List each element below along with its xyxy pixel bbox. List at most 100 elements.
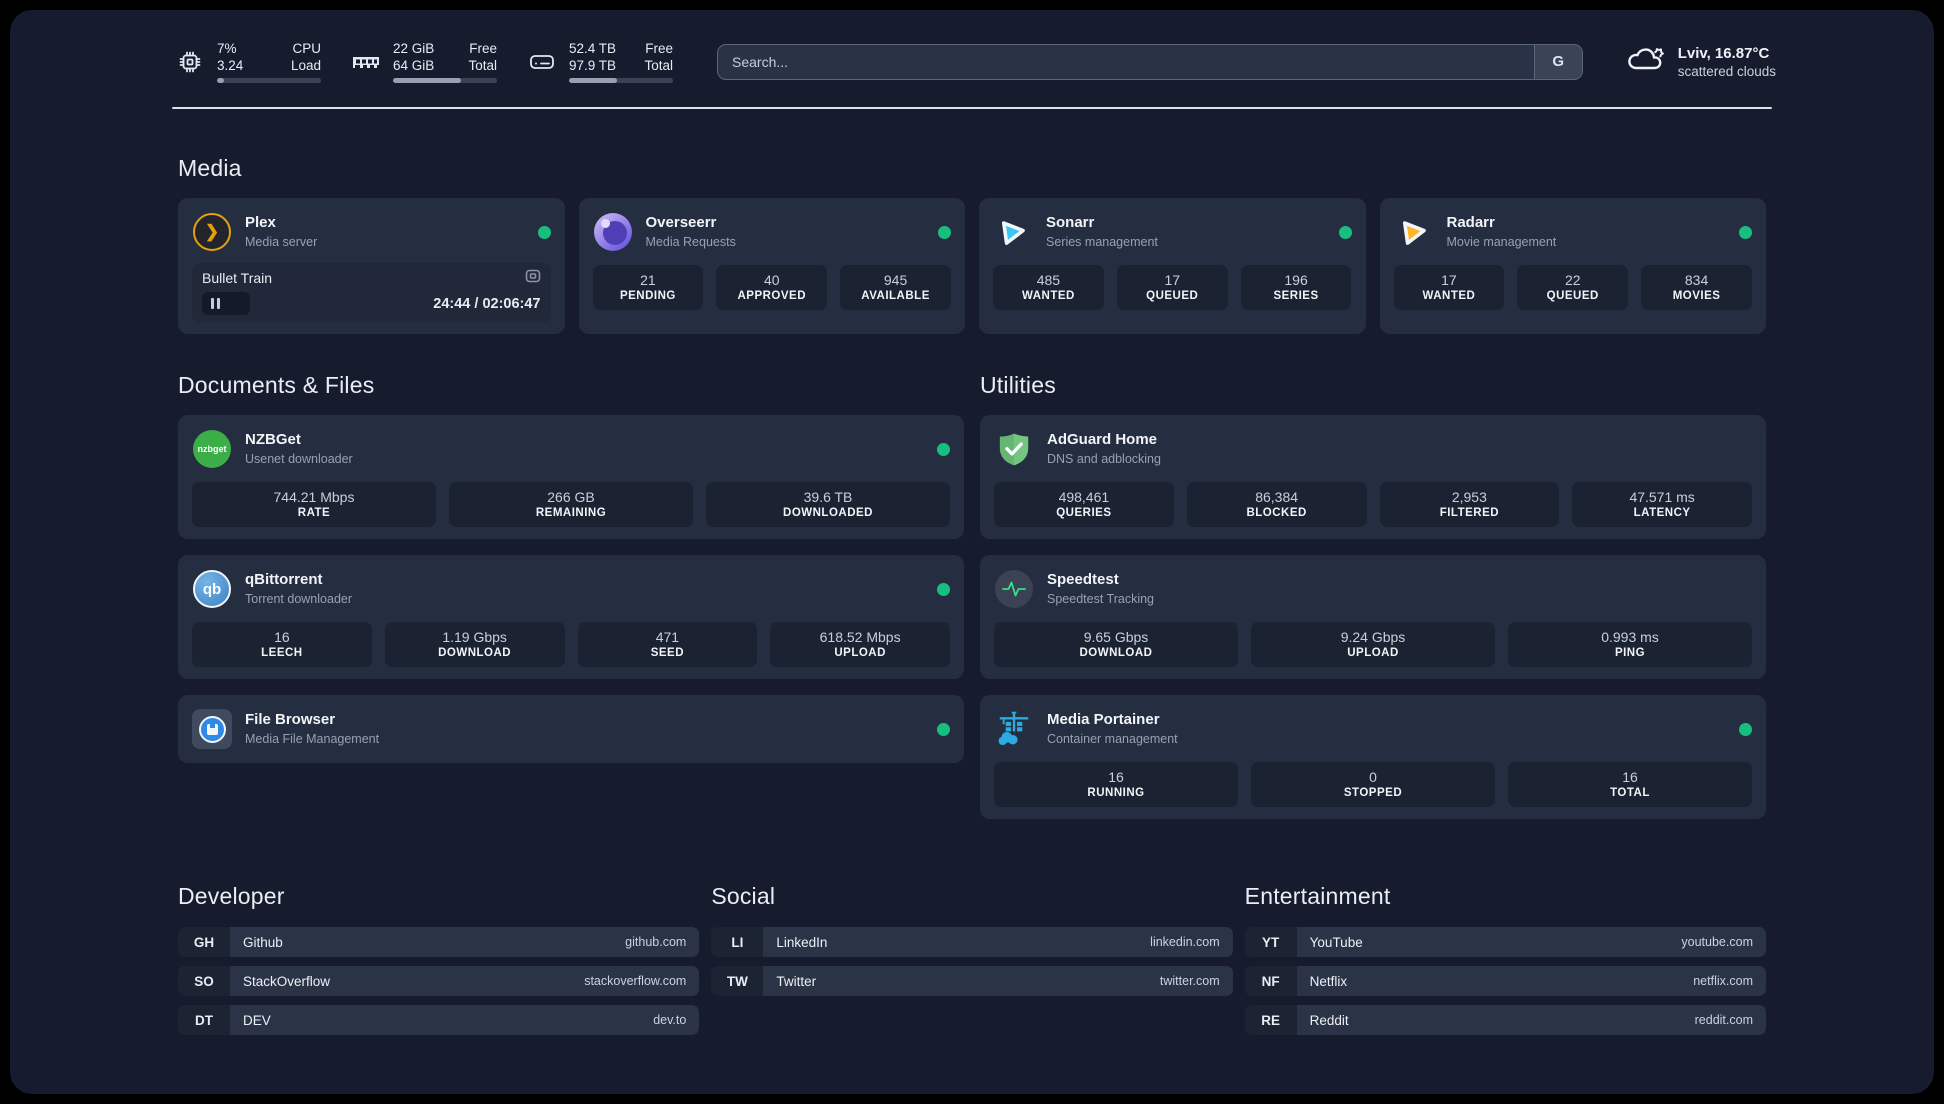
stat-value: 40: [763, 272, 780, 288]
pause-button[interactable]: [202, 292, 251, 315]
stat-box: 86,384 BLOCKED: [1186, 482, 1367, 527]
stat-value: 945: [883, 272, 908, 288]
adguard-icon: [994, 429, 1034, 469]
stat-label: DOWNLOAD: [1079, 647, 1153, 659]
header-divider: [172, 107, 1772, 109]
section-title-media: Media: [178, 155, 242, 181]
weather-condition: scattered clouds: [1677, 63, 1776, 79]
stat-value: 16: [1108, 769, 1124, 785]
ram-icon: [351, 47, 381, 77]
service-card-qbittorrent[interactable]: qb qBittorrent Torrent downloader 16: [178, 555, 964, 679]
cloud-icon: [1625, 43, 1665, 80]
stat-value: 1.19 Gbps: [442, 629, 507, 645]
bookmarks-developer: Developer GH Github github.com SO StackO…: [178, 883, 700, 1035]
stat-label: TOTAL: [1610, 787, 1650, 799]
stat-box: 16 RUNNING: [994, 762, 1238, 807]
stat-box: 17 QUEUED: [1116, 265, 1228, 310]
search-engine-button[interactable]: G: [1533, 44, 1582, 79]
status-dot-online: [1739, 225, 1752, 239]
stat-box: 16 LEECH: [192, 622, 372, 667]
bookmark-name: StackOverflow: [243, 973, 331, 989]
stat-label: QUEUED: [1546, 290, 1599, 302]
stat-label: APPROVED: [737, 290, 807, 302]
stat-box: 9.24 Gbps UPLOAD: [1251, 622, 1495, 667]
sonarr-icon: [993, 212, 1033, 252]
stat-label: SERIES: [1273, 290, 1319, 302]
bookmark-name: DEV: [243, 1012, 271, 1028]
documents-column: Documents & Files nzbget NZBGet Usenet d…: [178, 372, 964, 763]
bookmark-linkedin[interactable]: LI LinkedIn linkedin.com: [711, 927, 1233, 957]
playback-time: 24:44 / 02:06:47: [433, 295, 541, 312]
stat-box: 498,461 QUERIES: [994, 482, 1174, 527]
memory-total-label: Total: [468, 58, 497, 73]
stat-box: 266 GB REMAINING: [449, 482, 693, 527]
service-description: Media File Management: [245, 731, 380, 746]
service-description: Torrent downloader: [245, 591, 353, 606]
service-description: Speedtest Tracking: [1047, 591, 1155, 606]
bookmark-url: stackoverflow.com: [584, 974, 687, 988]
bookmark-name: Netflix: [1309, 973, 1348, 989]
stat-label: QUERIES: [1056, 507, 1112, 519]
stat-value: 86,384: [1255, 489, 1299, 505]
status-dot-online: [1338, 225, 1352, 239]
stat-box: 2,953 FILTERED: [1379, 482, 1560, 527]
stat-label: WANTED: [1422, 290, 1476, 302]
service-card-adguard[interactable]: AdGuard Home DNS and adblocking 498,461 …: [980, 415, 1766, 539]
bookmark-url: dev.to: [653, 1013, 687, 1027]
disk-progress-fill: [569, 78, 617, 83]
utilities-column: Utilities: [980, 372, 1766, 819]
status-dot-online: [937, 442, 950, 456]
stat-label: AVAILABLE: [861, 290, 930, 302]
bookmark-youtube[interactable]: YT YouTube youtube.com: [1244, 927, 1766, 957]
bookmark-github[interactable]: GH Github github.com: [178, 927, 700, 957]
search-input[interactable]: [718, 44, 1534, 79]
bookmark-dev[interactable]: DT DEV dev.to: [178, 1005, 700, 1035]
plex-icon: ❯: [192, 212, 232, 252]
stat-value: 39.6 TB: [803, 489, 853, 505]
stat-label: PING: [1614, 647, 1646, 659]
stat-box: 47.571 ms LATENCY: [1572, 482, 1752, 527]
service-name: Radarr: [1446, 213, 1495, 231]
bookmark-abbr: YT: [1244, 927, 1297, 957]
section-title-utilities: Utilities: [980, 372, 1056, 398]
stat-value: 16: [1622, 769, 1638, 785]
bookmark-netflix[interactable]: NF Netflix netflix.com: [1244, 966, 1766, 996]
stat-label: REMAINING: [535, 507, 607, 519]
stat-label: PENDING: [619, 290, 676, 302]
memory-total-value: 64 GiB: [393, 58, 435, 73]
service-card-speedtest[interactable]: Speedtest Speedtest Tracking 9.65 Gbps D…: [980, 555, 1766, 679]
overseerr-icon: [593, 212, 633, 252]
service-description: DNS and adblocking: [1047, 451, 1161, 466]
bookmark-reddit[interactable]: RE Reddit reddit.com: [1244, 1005, 1766, 1035]
service-card-nzbget[interactable]: nzbget NZBGet Usenet downloader 744.21 M…: [178, 415, 964, 539]
screen-icon: [525, 269, 541, 286]
stat-value: 22: [1564, 272, 1581, 288]
section-title-entertainment: Entertainment: [1244, 883, 1391, 909]
service-card-portainer[interactable]: Media Portainer Container management 16 …: [980, 695, 1766, 819]
bookmark-twitter[interactable]: TW Twitter twitter.com: [711, 966, 1233, 996]
disk-total-value: 97.9 TB: [569, 58, 617, 73]
system-stats: 7% 3.24 CPU Load: [175, 40, 673, 83]
speedtest-icon: [994, 569, 1034, 609]
service-card-sonarr[interactable]: Sonarr Series management 485 WANTED 17 Q…: [979, 198, 1366, 334]
bookmark-stackoverflow[interactable]: SO StackOverflow stackoverflow.com: [178, 966, 700, 996]
top-bar: 7% 3.24 CPU Load: [10, 10, 1934, 83]
service-name: AdGuard Home: [1047, 430, 1158, 448]
disk-stat: 52.4 TB 97.9 TB Free Total: [527, 40, 673, 83]
stat-value: 834: [1684, 272, 1709, 288]
service-card-radarr[interactable]: Radarr Movie management 17 WANTED 22 QUE…: [1379, 198, 1766, 334]
stat-value: 0: [1369, 769, 1377, 785]
bookmark-url: reddit.com: [1694, 1013, 1753, 1027]
service-card-plex[interactable]: ❯ Plex Media server Bullet Train: [178, 198, 565, 334]
stat-label: QUEUED: [1146, 290, 1199, 302]
playback-progress-track: [202, 292, 421, 315]
service-card-overseerr[interactable]: Overseerr Media Requests 21 PENDING 40 A…: [578, 198, 965, 334]
stat-label: UPLOAD: [834, 647, 886, 659]
stat-label: RATE: [297, 507, 331, 519]
cpu-progress-track: [217, 78, 321, 83]
stat-value: 0.993 ms: [1601, 629, 1659, 645]
weather-location-temp: Lviv, 16.87°C: [1677, 44, 1770, 62]
stat-label: MOVIES: [1672, 290, 1721, 302]
service-card-filebrowser[interactable]: File Browser Media File Management: [178, 695, 964, 763]
stat-label: RUNNING: [1087, 787, 1145, 799]
